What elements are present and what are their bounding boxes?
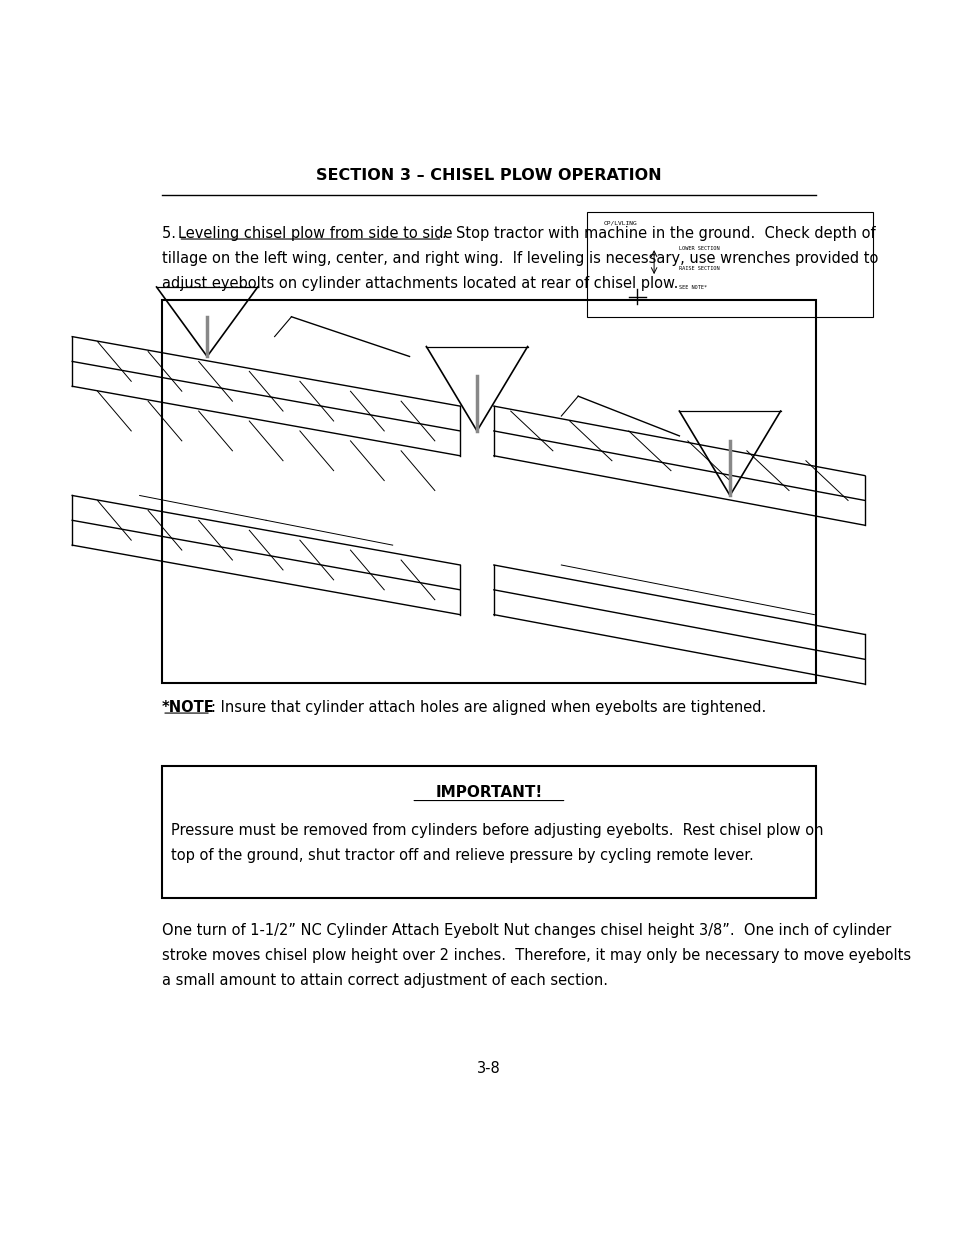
Text: One turn of 1-1/2” NC Cylinder Attach Eyebolt Nut changes chisel height 3/8”.  O: One turn of 1-1/2” NC Cylinder Attach Ey… [162, 924, 890, 939]
Text: Pressure must be removed from cylinders before adjusting eyebolts.  Rest chisel : Pressure must be removed from cylinders … [171, 824, 822, 839]
Text: adjust eyebolts on cylinder attachments located at rear of chisel plow.: adjust eyebolts on cylinder attachments … [162, 275, 678, 290]
Bar [162, 300, 815, 683]
Text: top of the ground, shut tractor off and relieve pressure by cycling remote lever: top of the ground, shut tractor off and … [171, 848, 753, 863]
Text: tillage on the left wing, center, and right wing.  If leveling is necessary, use: tillage on the left wing, center, and ri… [162, 251, 878, 266]
Text: LOWER SECTION: LOWER SECTION [679, 246, 720, 251]
Text: : Insure that cylinder attach holes are aligned when eyebolts are tightened.: : Insure that cylinder attach holes are … [211, 700, 765, 715]
Text: .  Stop tractor with machine in the ground.  Check depth of: . Stop tractor with machine in the groun… [442, 226, 875, 241]
Text: SECTION 3 – CHISEL PLOW OPERATION: SECTION 3 – CHISEL PLOW OPERATION [315, 168, 661, 183]
Text: RAISE SECTION: RAISE SECTION [679, 266, 720, 270]
Bar [162, 766, 815, 898]
Text: CP/LVLING: CP/LVLING [603, 221, 637, 226]
Text: a small amount to attain correct adjustment of each section.: a small amount to attain correct adjustm… [162, 973, 607, 988]
Text: *NOTE: *NOTE [162, 700, 214, 715]
Bar [586, 212, 872, 316]
Text: 5.: 5. [162, 226, 180, 241]
Text: Leveling chisel plow from side to side: Leveling chisel plow from side to side [178, 226, 453, 241]
Text: IMPORTANT!: IMPORTANT! [435, 785, 542, 800]
Text: 3-8: 3-8 [476, 1061, 500, 1076]
Text: stroke moves chisel plow height over 2 inches.  Therefore, it may only be necess: stroke moves chisel plow height over 2 i… [162, 948, 910, 963]
Text: SEE NOTE*: SEE NOTE* [679, 285, 707, 290]
